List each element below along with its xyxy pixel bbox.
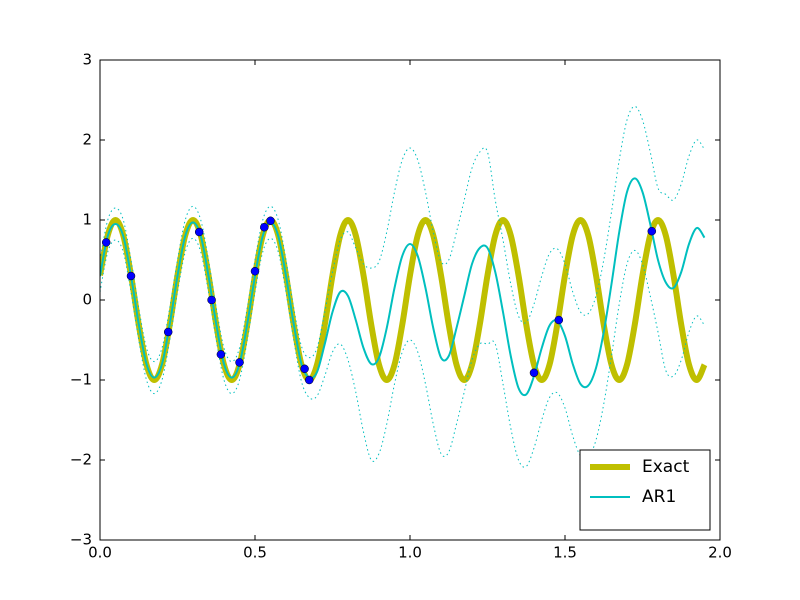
y-tick-label: 0 — [82, 291, 92, 309]
x-tick-label: 1.0 — [398, 544, 422, 562]
plot-frame — [99, 59, 721, 541]
data-point — [207, 295, 216, 305]
series-line — [100, 177, 706, 397]
data-point — [250, 266, 260, 276]
plot-area — [100, 105, 708, 468]
x-tick-label: 2.0 — [708, 544, 732, 562]
y-tick-label: 3 — [82, 51, 92, 69]
x-tick-label: 0.5 — [243, 544, 267, 562]
data-point — [266, 216, 275, 226]
y-tick-label: 2 — [82, 131, 92, 149]
legend-box — [579, 449, 711, 531]
legend-label: AR1 — [642, 487, 676, 507]
data-point — [300, 364, 309, 374]
data-point — [529, 368, 539, 378]
data-point — [235, 358, 244, 367]
x-tick-label: 1.5 — [553, 544, 577, 562]
data-point — [216, 350, 226, 359]
data-point — [647, 226, 657, 236]
data-point — [305, 375, 314, 385]
legend-label: Exact — [642, 457, 690, 477]
y-tick-label: 1 — [82, 211, 92, 229]
data-point — [101, 238, 111, 247]
data-point — [554, 315, 564, 325]
data-point — [194, 227, 204, 237]
data-point — [163, 327, 173, 337]
data-point — [260, 222, 269, 232]
x-tick-label: 0.0 — [88, 544, 112, 562]
y-tick-label: −1 — [70, 371, 92, 389]
data-point — [126, 271, 136, 281]
y-tick-label: −2 — [70, 451, 92, 469]
y-tick-label: −3 — [70, 531, 92, 549]
